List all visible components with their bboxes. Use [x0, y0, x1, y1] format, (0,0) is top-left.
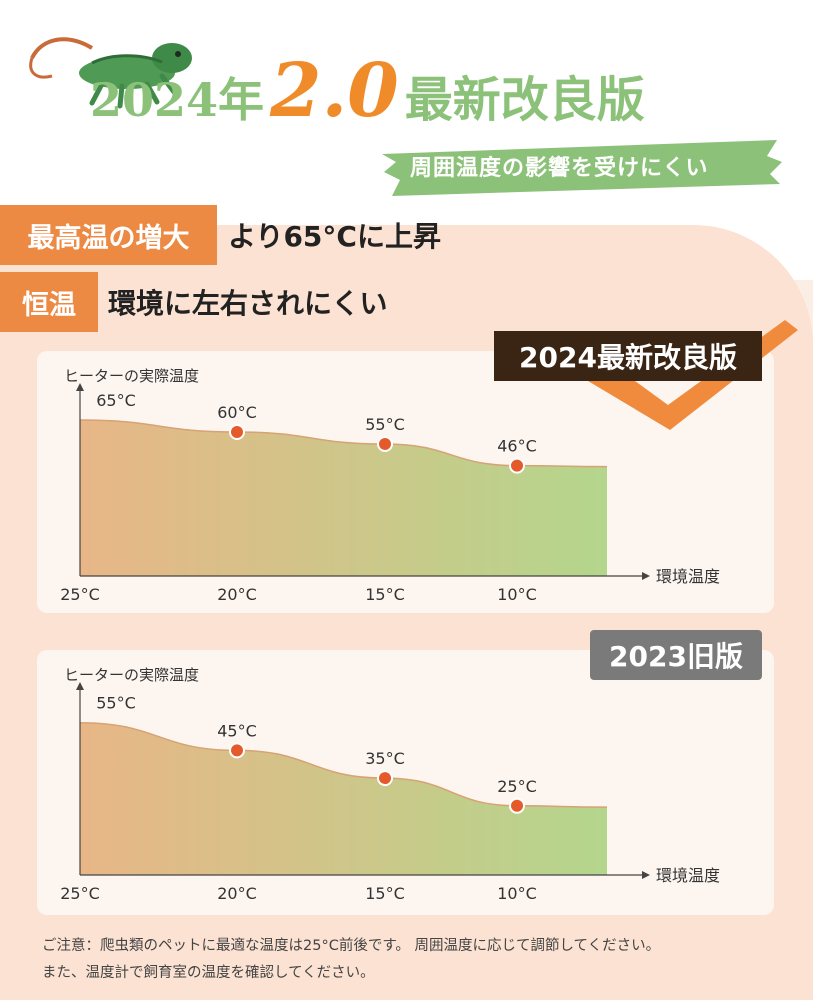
data-label: 55°C [96, 694, 136, 713]
x-tick-label: 10°C [497, 884, 537, 903]
notice-line-1: ご注意：爬虫類のペットに最適な温度は25°C前後です。 周囲温度に応じて調節して… [42, 938, 661, 954]
chart-line [79, 419, 608, 468]
badge-2023-old: 2023旧版 [590, 630, 762, 680]
x-axis-arrow [642, 572, 650, 580]
x-tick-label: 10°C [497, 585, 537, 604]
checkmark-icon [578, 320, 798, 430]
chart-area [80, 420, 607, 576]
x-axis-arrow [642, 871, 650, 879]
x-tick-label: 25°C [60, 884, 100, 903]
notice-line-2: また、温度計で飼育室の温度を確認してください。 [42, 965, 375, 981]
y-axis-arrow [76, 383, 84, 391]
x-tick-label: 20°C [217, 585, 257, 604]
data-label: 25°C [497, 777, 537, 796]
data-label: 65°C [96, 391, 136, 410]
data-point [229, 424, 245, 440]
feature-tag-constant-temp: 恒温 [0, 272, 98, 332]
x-tick-label: 15°C [365, 585, 405, 604]
brush-stroke-background [382, 140, 782, 196]
data-point [229, 742, 245, 759]
x-tick-label: 20°C [217, 884, 257, 903]
data-point [509, 457, 525, 474]
chart-line [79, 721, 608, 808]
data-point [377, 770, 393, 787]
headline: 2024年 2.0 最新改良版 [90, 48, 645, 138]
x-axis-label: 環境温度 [656, 567, 720, 586]
data-label: 55°C [365, 415, 405, 434]
x-tick-label: 15°C [365, 884, 405, 903]
notice-text: ご注意：爬虫類のペットに最適な温度は25°C前後です。 周囲温度に応じて調節して… [42, 933, 802, 987]
y-axis-arrow [76, 682, 84, 690]
data-label: 35°C [365, 749, 405, 768]
headline-year: 2024年 [90, 73, 265, 127]
chart-panel-2023: ヒーターの実際温度環境温度 25°C 20°C 15°C 10°C 55°C 45°C 35°… [37, 650, 774, 915]
y-axis-label: ヒーターの実際温度 [64, 666, 199, 684]
feature-tag-max-temp: 最高温の増大 [0, 205, 217, 265]
y-axis-label: ヒーターの実際温度 [64, 367, 199, 385]
feature-text-max-temp: より65°Cに上昇 [228, 220, 441, 253]
lizard-icon [29, 37, 192, 109]
chart-area [80, 722, 607, 875]
data-point [509, 797, 525, 814]
x-tick-label: 25°C [60, 585, 100, 604]
x-axis-label: 環境温度 [656, 866, 720, 885]
data-label: 45°C [217, 721, 257, 740]
data-label: 60°C [217, 403, 257, 422]
data-label: 46°C [497, 437, 537, 456]
headline-subtitle: 最新改良版 [404, 72, 645, 128]
headline-version: 2.0 [270, 48, 399, 134]
chart-panel-2024: ヒーターの実際温度環境温度 25°C 20°C 15°C 10°C 65°C 60°C 55°… [37, 351, 774, 613]
tagline: 周囲温度の影響を受けにくい [410, 156, 709, 181]
feature-text-constant-temp: 環境に左右されにくい [108, 287, 388, 320]
badge-2024-new: 2024最新改良版 [494, 331, 762, 381]
data-point [377, 436, 393, 452]
